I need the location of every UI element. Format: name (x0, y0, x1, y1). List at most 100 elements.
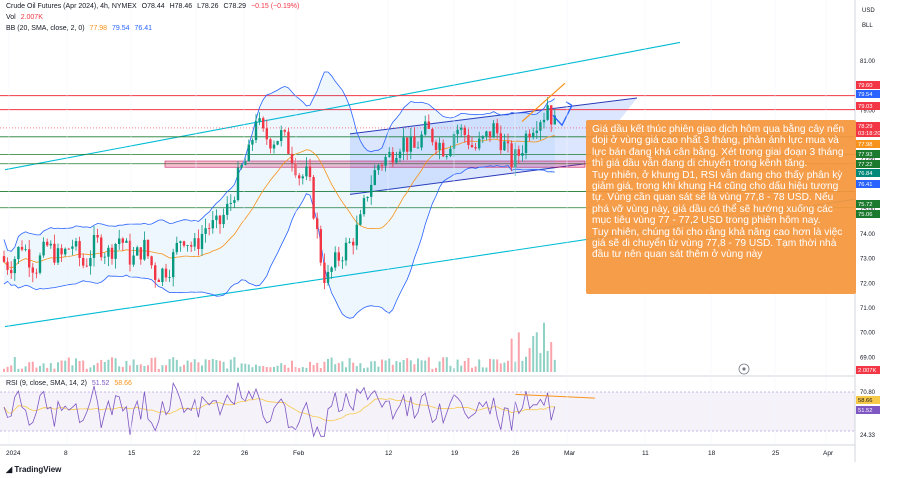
price-tick-label: 74.00 (860, 232, 876, 238)
volume-value: 2.007K (20, 14, 43, 21)
bollinger-upper-band (3, 71, 556, 252)
volume-bar (481, 367, 484, 372)
volume-legend[interactable]: Vol 2.007K (6, 14, 46, 21)
candle-body (319, 229, 322, 263)
candle-body (391, 151, 394, 163)
candle-body (344, 242, 348, 261)
volume-bar (309, 361, 311, 372)
price-label: 76.41 (858, 182, 873, 188)
candle-body (492, 123, 495, 138)
volume-bar (294, 366, 297, 372)
volume-bar (298, 368, 301, 372)
candle-body (85, 265, 88, 267)
price-label: 78.29 (858, 124, 873, 130)
volume-bar (31, 361, 34, 372)
candle-body (49, 243, 52, 246)
bollinger-legend[interactable]: BB (20, SMA, close, 2, 0) 77.98 79.54 76… (6, 25, 155, 32)
price-tick-label: 72.00 (860, 281, 876, 287)
rsi-pane (3, 381, 596, 438)
volume-bar (71, 365, 74, 372)
volume-bar (121, 366, 124, 372)
volume-bar (143, 366, 146, 372)
candle-body (89, 257, 92, 267)
candle-body (330, 267, 333, 272)
analysis-note[interactable]: Giá dầu kết thúc phiên giao dịch hôm qua… (586, 120, 856, 294)
volume-bar (193, 359, 196, 372)
volume-bar (6, 366, 9, 372)
volume-bar (269, 367, 272, 372)
candle-body (125, 240, 128, 243)
candle-body (42, 241, 45, 256)
candle-body (269, 139, 272, 149)
candle-body (24, 249, 27, 251)
ohlc-high: H78.46 (169, 3, 193, 10)
candle-body (35, 272, 38, 274)
price-label-bg (856, 129, 880, 137)
volume-bar (543, 322, 545, 372)
time-tick-label: 19 (451, 450, 459, 457)
volume-bar (334, 364, 337, 372)
volume-bar (323, 361, 326, 372)
volume-bar (64, 360, 67, 372)
price-label-bg (856, 150, 880, 158)
rsi-line (3, 381, 556, 438)
volume-bar (381, 359, 383, 372)
symbol-title[interactable]: Crude Oil Futures (Apr 2024), 4h, NYMEX (6, 3, 137, 10)
volume-bar (161, 365, 164, 372)
volume-bar (287, 367, 290, 372)
candle-body (226, 203, 229, 215)
volume-bar (139, 364, 142, 372)
candle-body (179, 241, 182, 243)
candle-body (13, 259, 16, 274)
volume-bar (301, 367, 304, 372)
candle-body (388, 151, 391, 157)
candle-body (96, 235, 99, 238)
volume-bar (291, 360, 293, 372)
time-tick-label: 2024 (6, 450, 21, 457)
price-change: −0.15 (−0.19%) (251, 3, 300, 10)
candle-body (467, 134, 470, 145)
candle-body (136, 247, 139, 256)
candle-body (150, 256, 153, 266)
price-label: 79.60 (858, 83, 873, 89)
rsi-value: 51.52 (91, 380, 110, 387)
price-label: 75.72 (858, 202, 873, 208)
volume-bar (114, 358, 117, 372)
volume-bar (186, 360, 189, 372)
volume-bar (496, 359, 499, 372)
candle-body (553, 115, 556, 125)
candle-body (546, 105, 549, 120)
price-tick-label: 73.00 (860, 257, 876, 263)
volume-bar (57, 362, 59, 372)
volume-bar (172, 357, 175, 372)
candle-body (240, 165, 243, 168)
volume-bar (539, 353, 542, 372)
volume-bar (46, 367, 49, 372)
candle-body (218, 215, 222, 225)
candle-body (175, 242, 178, 253)
tradingview-logo[interactable]: ◢ TradingView (6, 465, 61, 474)
candle-body (348, 241, 351, 243)
volume-bar (507, 360, 509, 372)
candle-body (107, 247, 110, 257)
volume-bar (352, 362, 355, 372)
rsi-tick-label: 24.33 (860, 433, 876, 439)
ohlc-close: C78.29 (223, 3, 247, 10)
volume-bar (229, 359, 232, 372)
candle-body (312, 177, 315, 219)
candle-body (10, 269, 13, 274)
volume-bar (463, 361, 466, 372)
candle-body (254, 121, 258, 141)
price-label-bg (856, 169, 880, 177)
candle-body (445, 156, 448, 157)
volume-bar (417, 358, 419, 372)
candle-body (46, 241, 49, 246)
candle-body (233, 200, 236, 203)
volume-bar (39, 365, 41, 372)
uptrend-line-upper (4, 41, 681, 171)
rsi-legend[interactable]: RSI (9, close, SMA, 14, 2) 51.52 58.66 (6, 380, 135, 387)
candle-body (298, 175, 301, 179)
volume-bar (96, 362, 99, 372)
volume-bar (366, 367, 369, 372)
volume-bar (42, 363, 45, 372)
